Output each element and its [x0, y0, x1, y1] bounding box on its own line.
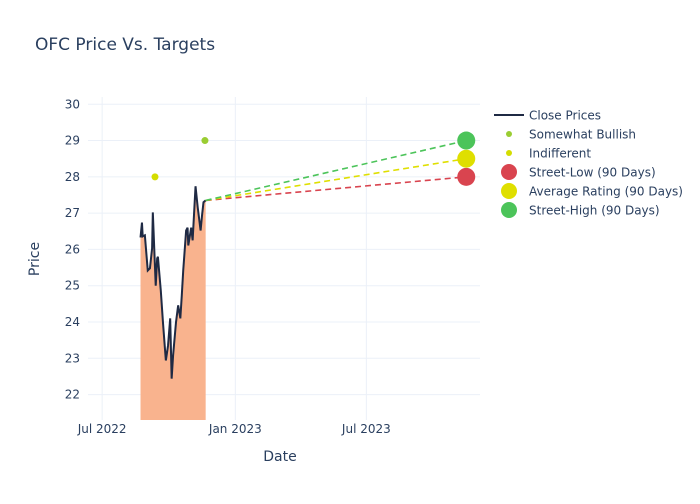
y-tick-label: 23 [65, 351, 80, 365]
legend-label: Average Rating (90 Days) [529, 185, 683, 199]
legend-marker-swatch [506, 150, 512, 156]
y-axis-title: Price [27, 242, 43, 276]
legend-marker-swatch [501, 202, 517, 218]
x-tick-label: Jul 2023 [341, 422, 391, 436]
x-axis-title: Date [263, 449, 296, 465]
target-dashed-line [205, 157, 467, 202]
target-marker [457, 167, 476, 186]
legend-label: Close Prices [529, 109, 601, 123]
legend: Close Prices Somewhat Bullish Indifferent S… [494, 109, 683, 218]
analyst-rating-point [201, 137, 209, 145]
legend-label: Somewhat Bullish [529, 128, 636, 142]
y-tick-label: 27 [65, 206, 80, 220]
target-marker [457, 149, 476, 168]
y-tick-label: 28 [65, 170, 80, 184]
x-tick-label: Jul 2022 [77, 422, 127, 436]
chart-title: OFC Price Vs. Targets [35, 35, 215, 55]
target-dashed-line [205, 139, 467, 202]
y-tick-label: 26 [65, 242, 80, 256]
legend-label: Street-Low (90 Days) [529, 166, 656, 180]
y-tick-label: 29 [65, 134, 80, 148]
legend-label: Indifferent [529, 147, 591, 161]
close-price-line [139, 186, 207, 379]
y-tick-label: 25 [65, 279, 80, 293]
target-dashed-line [205, 176, 467, 202]
close-price-area [140, 186, 206, 420]
target-marker [457, 131, 476, 150]
legend-marker-swatch [501, 183, 517, 199]
axes: 22 23 24 25 26 27 28 29 30 Jul 2022 Jan 2023 Jul 20… [65, 97, 391, 436]
x-tick-label: Jan 2023 [208, 422, 262, 436]
plot-area [139, 131, 476, 420]
y-tick-label: 24 [65, 315, 80, 329]
y-tick-label: 30 [65, 97, 80, 111]
y-tick-label: 22 [65, 388, 80, 402]
legend-label: Street-High (90 Days) [529, 204, 660, 218]
legend-marker-swatch [506, 131, 512, 137]
legend-marker-swatch [501, 164, 517, 180]
analyst-rating-point [151, 173, 159, 181]
